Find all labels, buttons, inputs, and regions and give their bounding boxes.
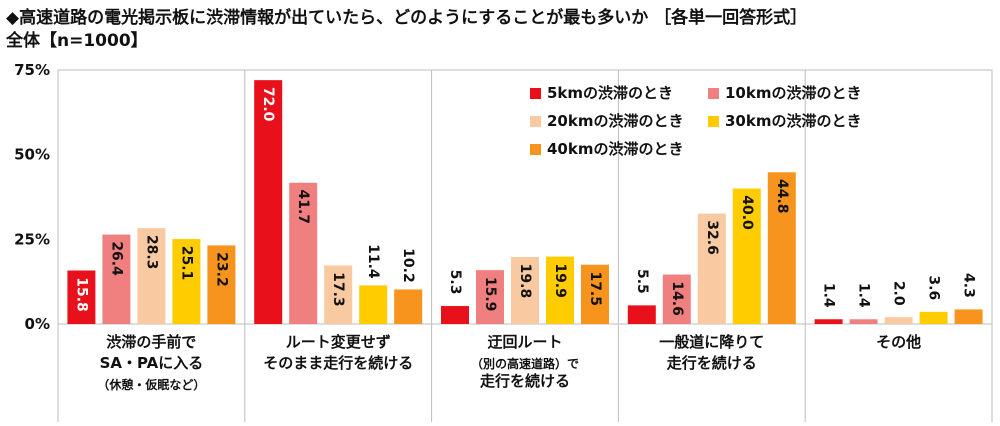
- bar: [546, 256, 574, 324]
- data-label: 44.8: [774, 179, 790, 214]
- bar: [102, 234, 131, 324]
- bar: [511, 256, 539, 324]
- y-tick-label: 25%: [14, 230, 50, 248]
- data-label: 25.1: [178, 246, 194, 281]
- bar: [814, 319, 843, 324]
- y-tick-label: 75%: [14, 61, 50, 79]
- data-label: 2.0: [891, 281, 907, 306]
- bar: [359, 285, 388, 324]
- bar: [767, 172, 796, 324]
- bar: [289, 182, 318, 324]
- legend-label: 10kmの渋滞のとき: [725, 84, 861, 102]
- legend-label: 20kmの渋滞のとき: [547, 112, 683, 130]
- data-label: 4.3: [961, 273, 977, 298]
- legend-label: 40kmの渋滞のとき: [547, 140, 683, 158]
- data-label: 10.2: [400, 248, 416, 283]
- legend-label: 5kmの渋滞のとき: [547, 84, 673, 102]
- category-label: SA・PAに入る: [100, 354, 204, 372]
- data-label: 14.6: [669, 281, 685, 316]
- data-label: 72.0: [260, 87, 276, 122]
- category-label: その他: [876, 333, 921, 351]
- legend-swatch: [708, 116, 719, 127]
- category-label: 走行を続ける: [667, 354, 757, 372]
- data-label: 15.9: [482, 277, 498, 312]
- data-label: 28.3: [143, 235, 159, 270]
- y-tick-label: 50%: [14, 146, 50, 164]
- bar: [441, 306, 469, 324]
- bar: [137, 228, 166, 324]
- bar: [254, 80, 283, 324]
- data-label: 5.5: [634, 269, 650, 294]
- bar: [476, 270, 504, 324]
- category-label: 走行を続ける: [480, 372, 570, 390]
- data-label: 5.3: [447, 270, 463, 295]
- bar: [67, 270, 96, 324]
- data-label: 26.4: [108, 241, 124, 276]
- data-label: 17.3: [330, 272, 346, 307]
- data-label: 3.6: [926, 275, 942, 300]
- bar: [207, 245, 236, 324]
- bar: [662, 274, 691, 324]
- category-label: ルート変更せず: [286, 333, 391, 351]
- legend-label: 30kmの渋滞のとき: [725, 112, 861, 130]
- bar: [394, 289, 423, 324]
- y-tick-label: 0%: [25, 315, 50, 333]
- bar: [581, 264, 609, 324]
- category-label: そのまま走行を続ける: [263, 354, 413, 372]
- category-label: 迂回ルート: [487, 333, 562, 351]
- category-label: 渋滞の手前で: [106, 333, 196, 351]
- data-label: 41.7: [295, 190, 311, 225]
- chart-title: ◆高速道路の電光掲示板に渋滞情報が出ていたら、どのようにすることが最も多いか ［…: [6, 8, 808, 28]
- data-label: 15.8: [73, 277, 89, 312]
- data-label: 40.0: [739, 195, 755, 230]
- bar: [849, 319, 878, 324]
- data-label: 19.8: [517, 264, 533, 299]
- bar: [954, 309, 983, 324]
- legend-swatch: [530, 144, 541, 155]
- data-label: 32.6: [704, 220, 720, 255]
- bar: [172, 238, 201, 324]
- chart-subtitle: 全体【n=1000】: [6, 31, 148, 51]
- bar: [697, 213, 726, 324]
- category-label: 一般道に降りて: [659, 333, 764, 351]
- legend-swatch: [530, 88, 541, 99]
- bar: [324, 265, 353, 324]
- bar: [732, 188, 761, 324]
- data-label: 19.9: [552, 263, 568, 298]
- data-label: 17.5: [587, 271, 603, 306]
- legend-swatch: [708, 88, 719, 99]
- bar: [919, 311, 948, 324]
- category-label: （別の高速道路）で: [471, 356, 579, 371]
- legend-swatch: [530, 116, 541, 127]
- bar: [884, 317, 913, 324]
- bar: [627, 305, 656, 324]
- data-label: 23.2: [213, 252, 229, 287]
- data-label: 1.4: [856, 283, 872, 308]
- data-label: 11.4: [365, 244, 381, 279]
- data-label: 1.4: [821, 283, 837, 308]
- category-label: （休憩・仮眠など）: [97, 377, 205, 392]
